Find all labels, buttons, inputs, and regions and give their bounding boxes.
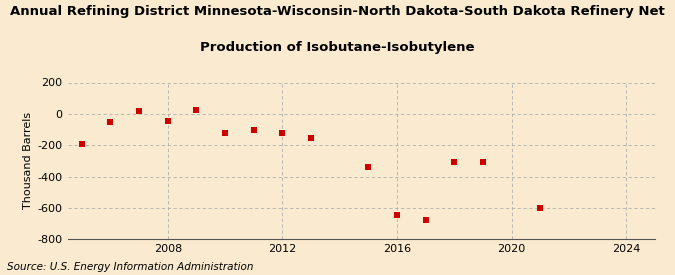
Point (363, 165, 374, 169)
Point (191, 108, 202, 112)
Point (392, 213, 402, 217)
Text: Production of Isobutane-Isobutylene: Production of Isobutane-Isobutylene (200, 41, 475, 54)
Point (76, 142, 87, 147)
Point (277, 130, 288, 135)
Point (248, 127, 259, 132)
Point (105, 119, 116, 124)
Y-axis label: Thousand Barrels: Thousand Barrels (24, 112, 33, 210)
Point (134, 109, 144, 114)
Point (449, 160, 460, 165)
Point (219, 131, 230, 136)
Point (163, 119, 173, 123)
Text: Annual Refining District Minnesota-Wisconsin-North Dakota-South Dakota Refinery : Annual Refining District Minnesota-Wisco… (10, 6, 665, 18)
Text: Source: U.S. Energy Information Administration: Source: U.S. Energy Information Administ… (7, 262, 253, 272)
Point (420, 218, 431, 223)
Point (477, 160, 488, 164)
Point (306, 136, 317, 140)
Point (535, 206, 545, 210)
